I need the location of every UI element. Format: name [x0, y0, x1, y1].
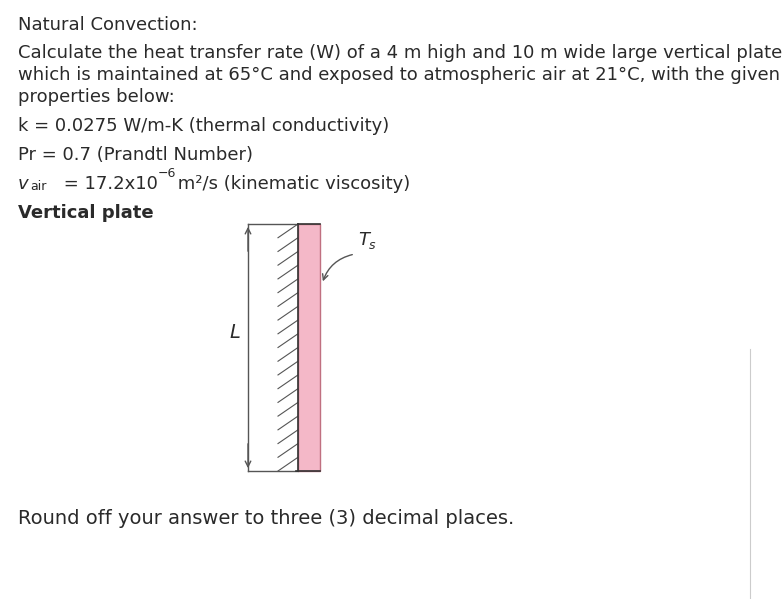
- Text: L: L: [229, 323, 240, 342]
- Text: k = 0.0275 W/m-K (thermal conductivity): k = 0.0275 W/m-K (thermal conductivity): [18, 117, 389, 135]
- Text: Vertical plate: Vertical plate: [18, 204, 153, 222]
- Text: Natural Convection:: Natural Convection:: [18, 16, 197, 34]
- Text: Pr = 0.7 (Prandtl Number): Pr = 0.7 (Prandtl Number): [18, 146, 253, 164]
- Text: = 17.2x10: = 17.2x10: [58, 175, 158, 193]
- Text: air: air: [30, 180, 46, 193]
- Text: which is maintained at 65°C and exposed to atmospheric air at 21°C, with the giv: which is maintained at 65°C and exposed …: [18, 66, 780, 84]
- Text: Round off your answer to three (3) decimal places.: Round off your answer to three (3) decim…: [18, 509, 514, 528]
- Text: m²/s (kinematic viscosity): m²/s (kinematic viscosity): [172, 175, 410, 193]
- Text: −6: −6: [158, 167, 176, 180]
- Text: s: s: [369, 239, 376, 252]
- Text: T: T: [358, 231, 369, 249]
- Bar: [298, 224, 320, 471]
- Text: v: v: [18, 175, 29, 193]
- Text: properties below:: properties below:: [18, 88, 175, 106]
- Text: Calculate the heat transfer rate (W) of a 4 m high and 10 m wide large vertical : Calculate the heat transfer rate (W) of …: [18, 44, 782, 62]
